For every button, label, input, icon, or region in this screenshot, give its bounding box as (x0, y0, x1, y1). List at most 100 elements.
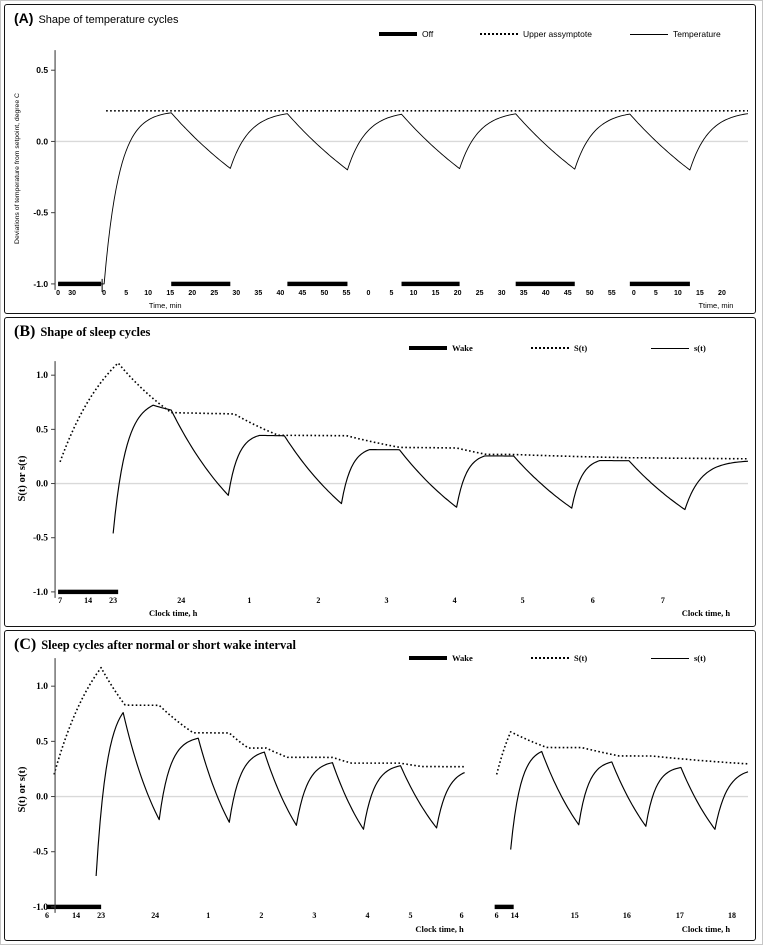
x-tick-label: 18 (728, 911, 736, 920)
off-interval-bar (629, 281, 690, 287)
y-axis-label: S(t) or s(t) (17, 455, 28, 501)
x-tick-label: 3 (312, 911, 316, 920)
x-axis-label-right: Clock time, h (682, 924, 731, 934)
panel-sleep-cycles-wake-interval: (C) Sleep cycles after normal or short w… (4, 630, 756, 941)
plot-sleep-cycles-wake-interval: 1.00.50.0-0.5-1.06 14 23 24 1 2 3 4 5 6 6 14 15 16 17 1… (17, 658, 749, 934)
x-tick-label: 15 (432, 290, 440, 297)
x-tick-label: 1 (206, 911, 210, 920)
x-tick-label: 35 (520, 290, 528, 297)
legend-swatch-dotted-line (531, 657, 569, 659)
x-tick-label: 24 (177, 596, 185, 605)
y-tick-label: -0.5 (33, 208, 48, 218)
x-tick-label: 45 (299, 290, 307, 297)
x-tick-label: 25 (210, 290, 218, 297)
legend-label: Upper assymptote (523, 29, 592, 39)
legend-swatch-dotted-line (480, 33, 518, 35)
panel-tag: (A) (14, 10, 34, 26)
x-tick-label: 15 (166, 290, 174, 297)
y-tick-label: -0.5 (33, 534, 48, 544)
y-tick-label: -1.0 (33, 588, 48, 598)
x-tick-label: 0 (102, 290, 106, 297)
x-tick-label: 35 (254, 290, 262, 297)
off-interval-bar (515, 281, 575, 287)
legend-label: Off (422, 29, 434, 39)
panel-title: Shape of sleep cycles (40, 325, 151, 339)
legend-swatch-thin-line (651, 347, 689, 349)
x-tick-label: 25 (476, 290, 484, 297)
legend-label: S(t) (574, 653, 588, 663)
x-tick-label: 6 (495, 911, 499, 920)
x-tick-label: 6 (45, 911, 49, 920)
legend-label: Temperature (673, 29, 721, 39)
wake-interval-bar (494, 904, 514, 910)
x-tick-label: 3 (385, 596, 389, 605)
x-tick-label: 14 (511, 911, 519, 920)
legend-label: Wake (452, 653, 473, 663)
y-tick-label: 0.0 (36, 136, 48, 146)
temperature-curve (58, 112, 749, 285)
x-tick-label: 20 (718, 290, 726, 297)
legend-temperature: Off Upper assymptote Temperature (5, 29, 755, 41)
y-tick-label: 1.0 (36, 371, 48, 381)
x-axis-label-left: Clock time, h (415, 924, 464, 934)
x-axis-label-right: Ttime, min (698, 301, 733, 310)
x-tick-label: 16 (623, 911, 631, 920)
panel-title: Shape of temperature cycles (38, 14, 179, 26)
x-tick-label: 4 (365, 911, 369, 920)
x-tick-label: 2 (316, 596, 320, 605)
x-tick-label: 10 (410, 290, 418, 297)
panel-title: Sleep cycles after normal or short wake … (41, 638, 296, 652)
x-tick-label: 24 (151, 911, 159, 920)
legend-label: s(t) (694, 653, 706, 663)
y-axis-label: S(t) or s(t) (17, 766, 28, 812)
legend-item-s-t: S(t) (531, 653, 587, 663)
x-tick-label: 20 (454, 290, 462, 297)
x-tick-label: 17 (676, 911, 684, 920)
s-process-curve (112, 404, 749, 534)
x-tick-label: 5 (124, 290, 128, 297)
s-process-short-curve (510, 750, 749, 850)
y-axis-label: Deviations of temperature from setpoint,… (14, 93, 21, 244)
x-axis-label-left: Clock time, h (149, 608, 198, 618)
S-process-normal-curve (53, 666, 465, 775)
x-tick-label: 6 (591, 596, 595, 605)
x-tick-label: 15 (696, 290, 704, 297)
x-tick-label: 7 (661, 596, 665, 605)
wake-interval-bar (58, 589, 119, 595)
legend-swatch-dotted-line (531, 347, 569, 349)
x-tick-label: 30 (232, 290, 240, 297)
legend-item-off: Off (379, 29, 433, 39)
x-tick-label: 40 (542, 290, 550, 297)
y-tick-label: -1.0 (33, 279, 48, 289)
panel-tag: (B) (14, 323, 36, 340)
x-tick-label: 0 (367, 290, 371, 297)
x-tick-label: 10 (674, 290, 682, 297)
x-tick-label: 4 (453, 596, 457, 605)
legend-label: Wake (452, 343, 473, 353)
x-tick-label: 5 (409, 911, 413, 920)
legend-sleep: Wake S(t) s(t) (5, 343, 755, 355)
legend-item-s-t: s(t) (651, 653, 706, 663)
panel-title-row: (C) Sleep cycles after normal or short w… (14, 636, 296, 654)
x-tick-label: 30 (498, 290, 506, 297)
legend-swatch-thick-line (409, 346, 447, 350)
y-tick-label: -0.5 (33, 848, 48, 858)
legend-label: S(t) (574, 343, 588, 353)
x-tick-label: 55 (608, 290, 616, 297)
legend-item-wake: Wake (409, 343, 473, 353)
x-tick-label: 55 (343, 290, 351, 297)
off-interval-bar (287, 281, 348, 287)
legend-item-temperature: Temperature (630, 29, 721, 39)
legend-item-s-t: S(t) (531, 343, 587, 353)
y-tick-label: 0.5 (36, 737, 48, 747)
x-tick-label: 0 (632, 290, 636, 297)
s-process-normal-curve (95, 711, 465, 877)
panel-title-row: (A) Shape of temperature cycles (14, 10, 178, 26)
off-interval-bar (171, 281, 231, 287)
S-process-curve (59, 362, 748, 463)
panel-title-row: (B) Shape of sleep cycles (14, 323, 150, 341)
y-tick-label: 0.5 (36, 425, 48, 435)
x-tick-label: 45 (564, 290, 572, 297)
